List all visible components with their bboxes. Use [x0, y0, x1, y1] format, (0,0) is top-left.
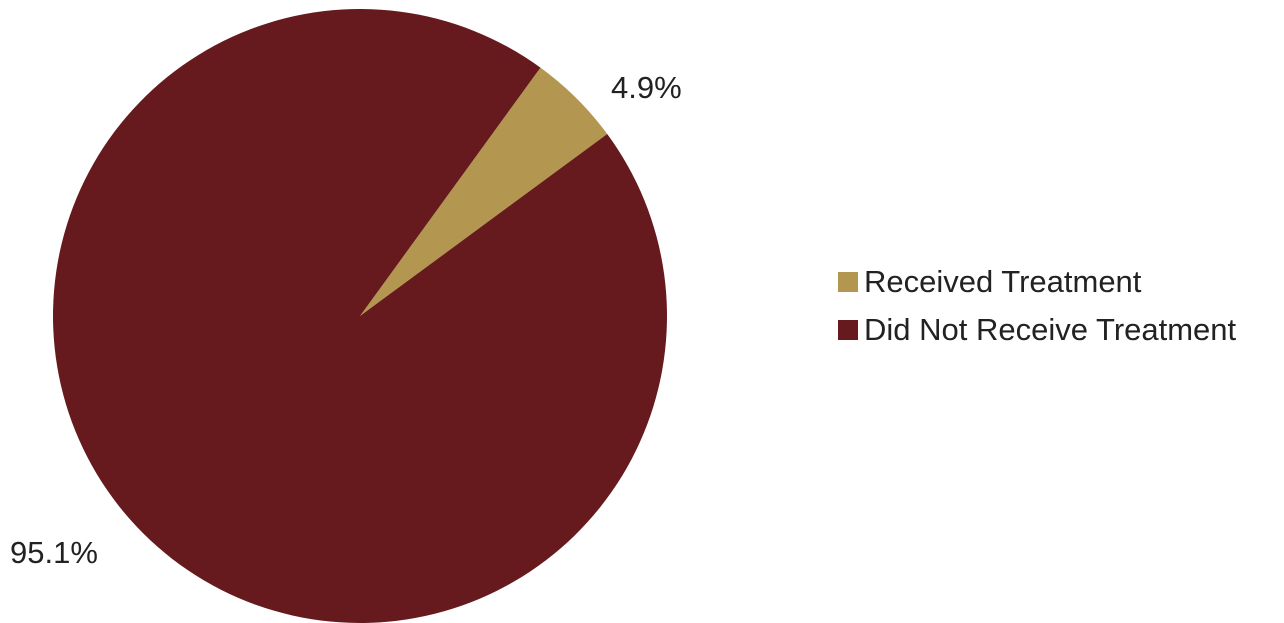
data-label-received-treatment: 4.9%: [611, 70, 682, 105]
data-label-did-not-receive-treatment: 95.1%: [10, 535, 98, 570]
legend-label-received-treatment: Received Treatment: [864, 264, 1142, 299]
legend-item-did-not-receive-treatment: Did Not Receive Treatment: [838, 314, 1236, 346]
legend-item-received-treatment: Received Treatment: [838, 266, 1236, 298]
pie-slices: [52, 8, 667, 623]
legend: Received Treatment Did Not Receive Treat…: [838, 266, 1236, 362]
pie-data-labels: 4.9% 95.1%: [10, 70, 682, 570]
pie-slice-did-not-receive-treatment: [52, 8, 667, 623]
legend-swatch-did-not-receive-treatment: [838, 320, 858, 340]
legend-label-did-not-receive-treatment: Did Not Receive Treatment: [864, 312, 1237, 347]
legend-swatch-received-treatment: [838, 272, 858, 292]
pie-slice-received-treatment: [360, 67, 608, 317]
